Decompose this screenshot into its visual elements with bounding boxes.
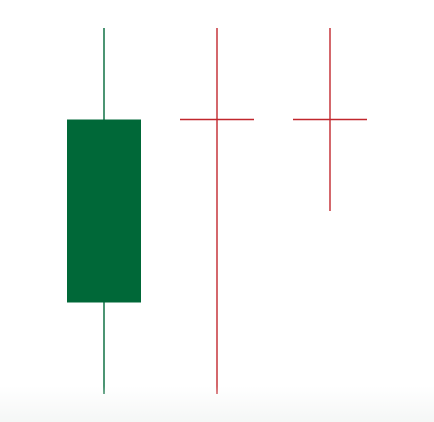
candle-3: [293, 28, 367, 211]
candle-2: [180, 28, 254, 394]
bottom-fade: [0, 386, 434, 422]
candle-1-body: [67, 119, 141, 303]
candle-1: [67, 28, 141, 394]
